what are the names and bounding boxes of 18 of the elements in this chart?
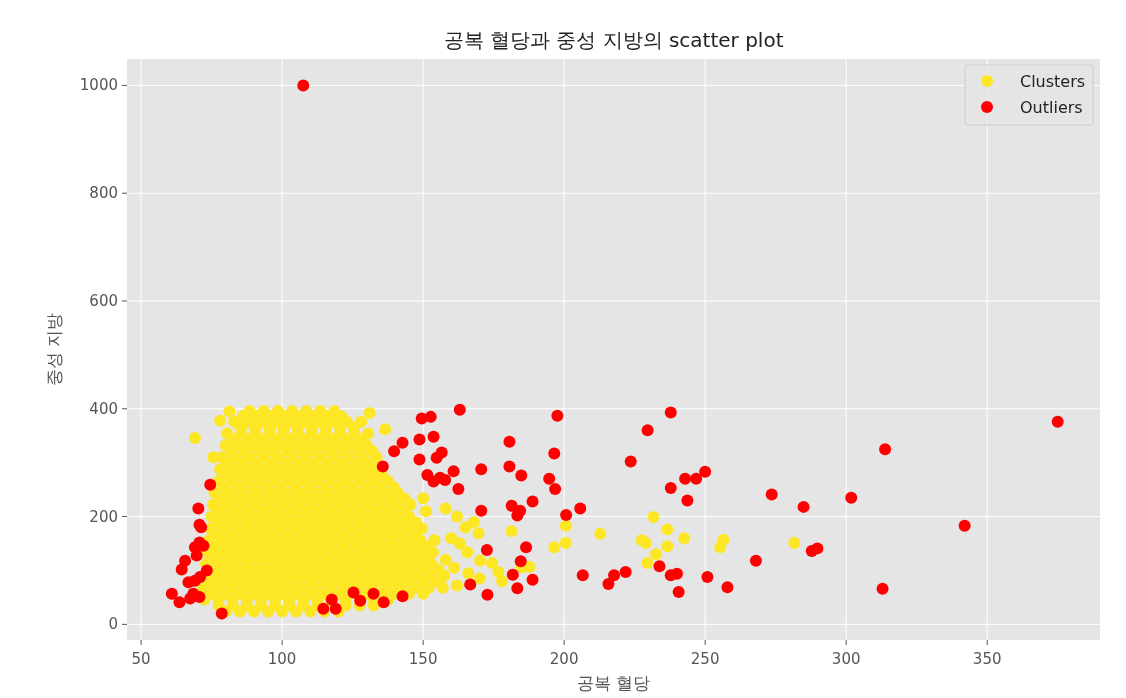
x-tick-label: 50 <box>131 650 151 668</box>
x-tick-label: 350 <box>972 650 1002 668</box>
y-tick-label: 0 <box>108 615 118 634</box>
x-axis-title: 공복 혈당 <box>576 673 651 693</box>
y-tick-label: 800 <box>89 184 118 203</box>
legend-label: Clusters <box>1020 71 1086 91</box>
y-axis-title: 중성 지방 <box>44 312 64 387</box>
x-tick-label: 200 <box>549 650 579 668</box>
x-tick-label: 100 <box>267 650 297 668</box>
y-tick-label: 1000 <box>79 76 118 95</box>
chart-title: 공복 혈당과 중성 지방의 scatter plot <box>443 28 784 52</box>
legend-label: Outliers <box>1020 97 1083 117</box>
y-tick-label: 600 <box>89 291 118 310</box>
y-tick-label: 400 <box>89 399 118 418</box>
x-tick-label: 300 <box>831 650 861 668</box>
x-tick-label: 150 <box>408 650 438 668</box>
x-tick-label: 250 <box>690 650 720 668</box>
y-tick-label: 200 <box>89 507 118 526</box>
